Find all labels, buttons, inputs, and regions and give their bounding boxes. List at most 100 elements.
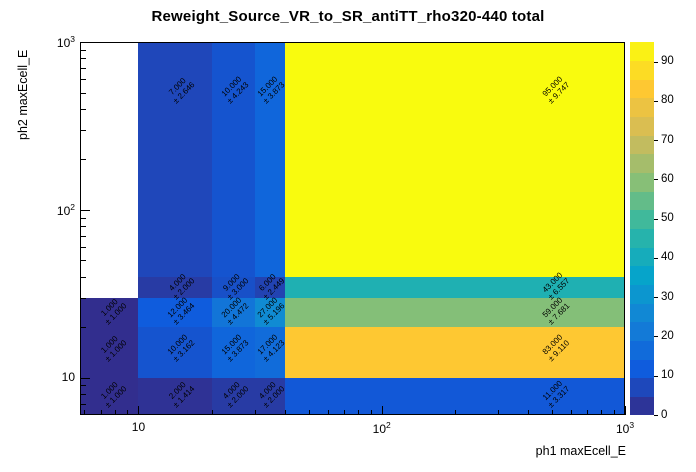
y-minor-tick bbox=[81, 129, 86, 131]
palette-tick bbox=[654, 415, 658, 416]
y-minor-tick bbox=[81, 260, 86, 262]
bin-value-label: 27.000 ± 5.196 bbox=[255, 295, 286, 327]
y-minor-tick bbox=[81, 235, 86, 237]
palette-block bbox=[630, 265, 654, 285]
x-minor-tick bbox=[454, 410, 456, 415]
palette-block bbox=[630, 79, 654, 99]
palette-tick-label: 20 bbox=[661, 329, 674, 342]
palette-block bbox=[630, 284, 654, 304]
y-minor-tick bbox=[81, 159, 86, 161]
y-minor-tick bbox=[81, 68, 86, 69]
y-minor-tick bbox=[81, 276, 86, 278]
bin-value-label: 83.000 ± 9.110 bbox=[540, 332, 571, 364]
x-tick-label: 10 bbox=[131, 420, 146, 434]
x-major-tick bbox=[381, 406, 383, 415]
palette-block bbox=[630, 172, 654, 192]
x-minor-tick bbox=[127, 410, 129, 415]
palette-block bbox=[630, 396, 654, 416]
bin-value-label: 6.000 ± 2.449 bbox=[257, 272, 286, 302]
plot-title: Reweight_Source_VR_to_SR_antiTT_rho320-4… bbox=[151, 8, 545, 25]
heatmap-cell bbox=[284, 377, 625, 415]
y-minor-tick bbox=[81, 108, 86, 110]
palette-tick-label: 0 bbox=[661, 408, 668, 421]
heatmap-cell bbox=[211, 42, 255, 277]
x-minor-tick bbox=[358, 410, 360, 415]
palette-block bbox=[630, 97, 654, 118]
x-minor-tick bbox=[571, 410, 573, 415]
y-tick-label: 103 bbox=[56, 34, 75, 50]
palette-block bbox=[630, 359, 654, 379]
palette-block bbox=[630, 153, 654, 174]
y-minor-tick bbox=[81, 58, 86, 60]
y-minor-tick bbox=[81, 327, 86, 329]
palette-block bbox=[630, 377, 654, 397]
bin-value-label: 20.000 ± 4.472 bbox=[219, 295, 251, 327]
heatmap-cell bbox=[138, 377, 212, 415]
x-minor-tick bbox=[613, 410, 615, 415]
palette-tick bbox=[654, 336, 658, 338]
bin-value-label: 15.000 ± 3.873 bbox=[219, 332, 251, 364]
y-minor-tick bbox=[81, 247, 86, 249]
y-tick-label: 102 bbox=[56, 201, 75, 218]
y-minor-tick bbox=[81, 217, 86, 219]
heatmap-cell bbox=[284, 276, 625, 298]
y-minor-tick bbox=[81, 297, 86, 299]
heatmap-cell bbox=[80, 297, 139, 328]
x-major-tick bbox=[138, 406, 140, 415]
x-minor-tick bbox=[327, 410, 329, 415]
bin-value-label: 11.000 ± 3.317 bbox=[540, 378, 571, 410]
x-minor-tick bbox=[114, 410, 116, 415]
heatmap-cell bbox=[284, 327, 625, 378]
palette-block bbox=[630, 191, 654, 211]
palette-tick-label: 60 bbox=[661, 172, 674, 185]
heatmap-cell bbox=[284, 297, 625, 328]
heatmap-cell bbox=[138, 327, 212, 378]
x-minor-tick bbox=[601, 410, 603, 415]
heatmap-cell bbox=[138, 297, 212, 328]
palette-tick-label: 70 bbox=[661, 133, 674, 146]
bin-value-label: 9.000 ± 3.000 bbox=[221, 272, 251, 302]
heatmap-cell bbox=[211, 377, 255, 415]
bin-value-label: 1.000 ± 1.000 bbox=[99, 334, 129, 364]
palette-tick-label: 40 bbox=[661, 251, 674, 264]
bin-value-label: 15.000 ± 3.873 bbox=[255, 74, 286, 105]
bin-value-label: 59.000 ± 7.681 bbox=[540, 295, 571, 327]
x-minor-tick bbox=[497, 410, 499, 415]
palette-tick bbox=[654, 140, 658, 142]
palette-block bbox=[630, 42, 654, 62]
x-axis-title: ph1 maxEcell_E bbox=[535, 444, 626, 458]
y-minor-tick bbox=[81, 49, 86, 51]
palette-block bbox=[630, 209, 654, 229]
bin-value-label: 4.000 ± 2.000 bbox=[257, 380, 286, 410]
x-minor-tick bbox=[551, 410, 553, 415]
x-tick-label: 103 bbox=[615, 420, 635, 436]
x-minor-tick bbox=[308, 410, 310, 415]
x-major-tick bbox=[625, 406, 626, 415]
y-major-tick bbox=[81, 209, 90, 211]
x-minor-tick bbox=[84, 410, 86, 415]
palette-block bbox=[630, 60, 654, 80]
y-axis-title: ph2 maxEcell_E bbox=[16, 49, 30, 140]
y-minor-tick bbox=[81, 92, 86, 94]
palette-block bbox=[630, 303, 654, 323]
palette-tick-label: 80 bbox=[661, 94, 674, 107]
bin-value-label: 4.000 ± 2.000 bbox=[167, 272, 197, 302]
palette-tick bbox=[654, 100, 658, 102]
palette-block bbox=[630, 135, 654, 155]
x-minor-tick bbox=[370, 410, 372, 415]
x-minor-tick bbox=[254, 410, 256, 415]
palette-block bbox=[630, 228, 654, 248]
bin-value-label: 17.000 ± 4.123 bbox=[255, 332, 286, 364]
plot-frame bbox=[80, 42, 625, 415]
palette-tick-label: 30 bbox=[661, 290, 674, 303]
heatmap-cell bbox=[211, 297, 255, 328]
bin-value-label: 1.000 ± 1.000 bbox=[99, 380, 129, 410]
palette-block bbox=[630, 321, 654, 341]
heatmap-cell bbox=[254, 377, 285, 415]
heatmap-cell bbox=[284, 42, 625, 277]
y-minor-tick bbox=[81, 394, 86, 396]
x-minor-tick bbox=[344, 410, 346, 415]
x-minor-tick bbox=[587, 410, 589, 415]
